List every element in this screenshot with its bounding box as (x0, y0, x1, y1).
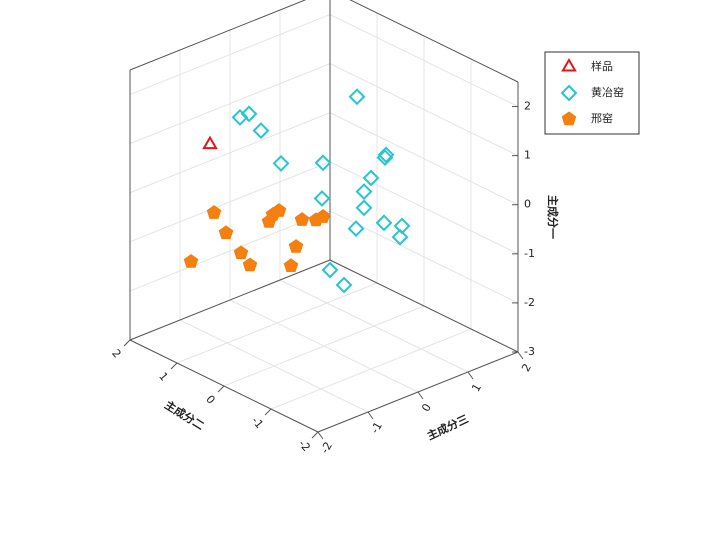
marker (313, 190, 331, 207)
x-tick-label: -2 (296, 437, 313, 454)
y-tick (367, 411, 374, 420)
marker (355, 199, 373, 217)
x-tick (264, 408, 272, 416)
marker (272, 154, 290, 172)
z-tick-label: -3 (524, 345, 535, 358)
grid-line (179, 319, 369, 413)
marker (288, 239, 304, 253)
y-tick-label: -1 (368, 420, 385, 436)
marker (261, 213, 277, 228)
marker (294, 212, 310, 226)
y-tick (317, 431, 324, 440)
grid-line (329, 63, 519, 157)
y-tick (467, 371, 474, 380)
marker (376, 149, 394, 167)
x-tick-label: -1 (249, 414, 266, 431)
marker (375, 214, 393, 232)
y-tick (517, 351, 524, 360)
marker (218, 225, 234, 240)
box-edge (329, 259, 519, 353)
z-tick-label: 2 (524, 100, 531, 113)
marker (233, 245, 249, 260)
legend-marker (560, 84, 578, 102)
x-tick (311, 431, 319, 439)
marker (348, 88, 366, 106)
grid-line (129, 161, 331, 243)
box-edge (349, 0, 519, 83)
x-tick (123, 339, 131, 347)
marker (206, 205, 222, 219)
grid-line (279, 279, 469, 373)
x-tick (217, 385, 225, 393)
legend-label: 样品 (591, 59, 613, 73)
box-edge (129, 0, 307, 71)
grid-line (129, 14, 331, 96)
z-tick-label: -2 (524, 296, 535, 309)
marker (321, 261, 339, 279)
marker (283, 258, 299, 272)
legend-label: 黄冶窑 (591, 85, 624, 99)
marker (314, 154, 332, 172)
y-axis-title: 主成分三 (425, 411, 471, 442)
z-axis-title: 主成分一 (546, 195, 560, 239)
marker (362, 169, 380, 187)
box-edge (129, 259, 331, 341)
grid-line (129, 63, 331, 145)
y-tick (417, 391, 424, 400)
legend-marker (561, 58, 577, 72)
marker (240, 105, 258, 123)
x-tick-label: 0 (203, 393, 217, 407)
grid-line (329, 112, 519, 206)
x-tick-label: 2 (109, 347, 123, 361)
marker (377, 146, 395, 164)
x-axis-title: 主成分二 (162, 398, 207, 433)
grid-line (329, 14, 519, 107)
grid-line (329, 161, 519, 255)
legend-marker (561, 111, 577, 126)
y-tick-label: 1 (469, 381, 484, 394)
grid-line (229, 299, 419, 393)
marker (242, 257, 258, 272)
grid-line (129, 112, 331, 194)
y-tick-label: 0 (419, 401, 434, 414)
y-tick-label: 2 (519, 361, 534, 374)
marker (252, 122, 270, 140)
z-tick-label: -1 (524, 247, 535, 260)
grid-line (129, 210, 331, 292)
z-tick-label: 0 (524, 198, 531, 211)
marker (347, 220, 365, 238)
x-tick-label: 1 (156, 370, 170, 384)
marker (202, 135, 218, 150)
marker (335, 276, 353, 294)
y-tick-label: -2 (318, 440, 335, 456)
x-tick (170, 362, 178, 370)
marker (355, 183, 373, 201)
marker (315, 209, 331, 223)
marker (183, 254, 199, 268)
z-tick-label: 1 (524, 149, 531, 162)
legend-label: 邢窑 (591, 111, 613, 125)
marker (391, 228, 409, 246)
